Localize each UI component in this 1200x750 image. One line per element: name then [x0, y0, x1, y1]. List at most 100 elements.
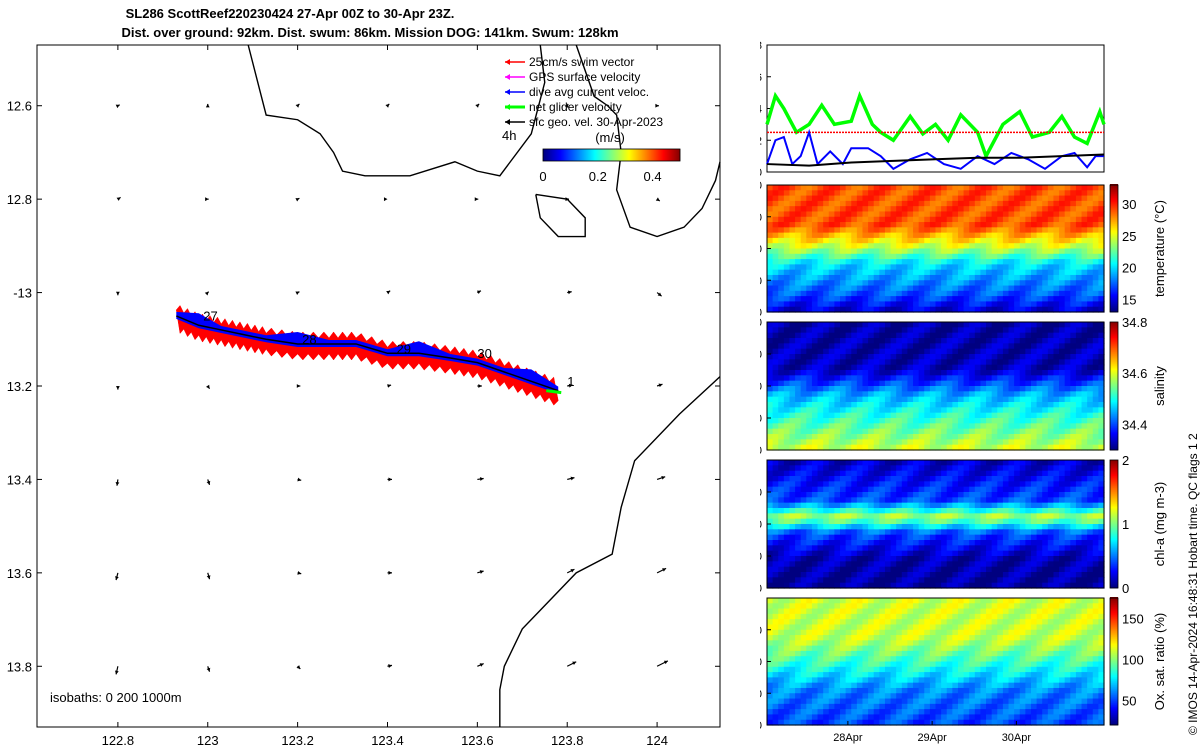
heatmap-cell — [828, 518, 835, 525]
heatmap-cell — [856, 364, 864, 371]
heatmap-cell — [997, 354, 1004, 360]
heatmap-cell — [929, 529, 937, 536]
heatmap-cell — [862, 211, 869, 218]
heatmap-cell — [963, 396, 970, 403]
colorbar-label: chl-a (mg m-3) — [1152, 482, 1167, 567]
heatmap-cell — [1036, 185, 1043, 191]
heatmap-cell — [795, 354, 802, 360]
heatmap-cell — [795, 524, 802, 530]
colorbar-cell — [1110, 334, 1118, 337]
heatmap-cell — [935, 534, 942, 541]
heatmap-cell — [913, 402, 920, 408]
heatmap-cell — [778, 407, 785, 414]
heatmap-cell — [817, 492, 824, 498]
heatmap-cell — [1064, 285, 1071, 292]
heatmap-cell — [772, 402, 779, 408]
heatmap-cell — [1081, 513, 1088, 520]
heatmap-cell — [840, 364, 847, 371]
heatmap-cell — [800, 508, 807, 514]
heatmap-cell — [834, 402, 841, 408]
heatmap-cell — [879, 269, 886, 276]
heatmap-cell — [856, 465, 864, 472]
heatmap-cell — [1087, 508, 1094, 514]
heatmap-cell — [1075, 582, 1083, 589]
heatmap-cell — [946, 476, 953, 482]
heatmap-cell — [879, 423, 886, 430]
heatmap-cell — [795, 481, 802, 488]
heatmap-cell — [1008, 243, 1015, 250]
heatmap-cell — [1053, 423, 1060, 430]
heatmap-cell — [1030, 481, 1038, 488]
heatmap-cell — [1064, 476, 1071, 482]
heatmap-cell — [946, 253, 953, 260]
heatmap-cell — [1030, 502, 1038, 509]
heatmap-cell — [969, 343, 976, 350]
heatmap-cell — [1014, 486, 1021, 493]
heatmap-cell — [823, 354, 830, 360]
heatmap-cell — [1075, 418, 1083, 424]
heatmap-cell — [1030, 380, 1038, 387]
heatmap-cell — [1075, 396, 1083, 403]
heatmap-cell — [1002, 577, 1010, 584]
heatmap-cell — [1098, 572, 1105, 578]
heatmap-cell — [1008, 322, 1015, 328]
heatmap-cell — [1098, 216, 1105, 223]
heatmap-cell — [778, 481, 785, 488]
heatmap-cell — [862, 412, 869, 419]
heatmap-cell — [856, 407, 864, 414]
heatmap-cell — [845, 327, 852, 334]
heatmap-cell — [1081, 248, 1088, 255]
heatmap-cell — [845, 190, 852, 197]
heatmap-cell — [913, 227, 920, 234]
heatmap-cell — [817, 572, 824, 578]
heatmap-cell — [1030, 195, 1038, 202]
heatmap-cell — [851, 534, 858, 541]
heatmap-cell — [918, 386, 925, 392]
heatmap-cell — [957, 434, 965, 440]
heatmap-cell — [980, 444, 987, 451]
heatmap-cell — [907, 412, 914, 419]
heatmap-cell — [986, 322, 993, 328]
heatmap-cell — [1087, 598, 1094, 604]
heatmap-cell — [1002, 386, 1010, 392]
heatmap-cell — [767, 444, 774, 451]
heatmap-cell — [980, 470, 987, 477]
heatmap-cell — [884, 577, 892, 584]
heatmap-cell — [789, 550, 796, 557]
heatmap-cell — [851, 306, 858, 313]
heatmap-cell — [963, 364, 970, 371]
heatmap-cell — [845, 359, 852, 366]
heatmap-cell — [997, 407, 1004, 414]
heatmap-cell — [913, 428, 920, 435]
colorbar-cell — [543, 149, 545, 161]
current-arrowhead — [295, 198, 300, 202]
heatmap-cell — [834, 465, 841, 472]
heatmap-cell — [929, 470, 937, 477]
heatmap-cell — [1092, 200, 1099, 207]
heatmap-cell — [1030, 470, 1038, 477]
heatmap-cell — [929, 332, 937, 339]
heatmap-cell — [1019, 264, 1026, 271]
heatmap-cell — [767, 232, 774, 239]
heatmap-cell — [969, 524, 976, 530]
heatmap-cell — [918, 481, 925, 488]
heatmap-cell — [778, 486, 785, 493]
heatmap-cell — [1053, 407, 1060, 414]
heatmap-cell — [811, 332, 819, 339]
heatmap-cell — [789, 434, 796, 440]
heatmap-cell — [1087, 301, 1094, 308]
heatmap-cell — [845, 566, 852, 573]
heatmap-cell — [795, 513, 802, 520]
colorbar-cell — [1110, 554, 1118, 557]
heatmap-cell — [795, 301, 802, 308]
heatmap-cell — [901, 481, 909, 488]
heatmap-cell — [913, 486, 920, 493]
heatmap-cell — [840, 418, 847, 424]
colorbar-tick-label: 0.2 — [589, 169, 607, 184]
heatmap-cell — [772, 572, 779, 578]
heatmap-cell — [1064, 572, 1071, 578]
heatmap-cell — [1092, 470, 1099, 477]
heatmap-cell — [828, 354, 835, 360]
colorbar-cell — [1110, 368, 1118, 371]
heatmap-cell — [918, 524, 925, 530]
